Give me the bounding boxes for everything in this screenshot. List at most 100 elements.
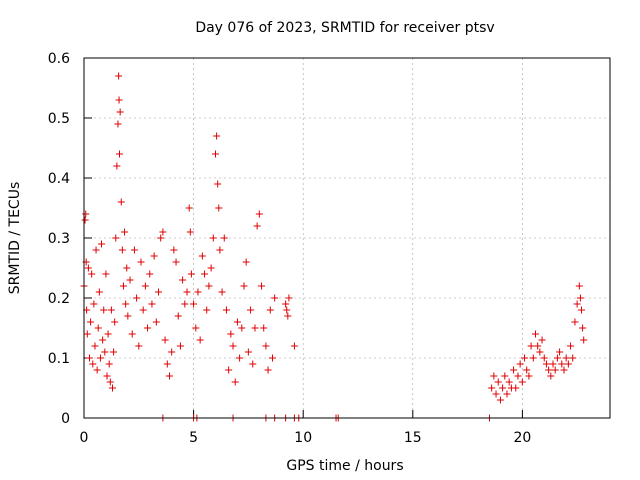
x-axis-label: GPS time / hours [286, 458, 403, 474]
data-point [110, 348, 118, 356]
data-point [512, 384, 520, 392]
data-point [104, 330, 112, 338]
data-point [580, 336, 588, 344]
data-point [94, 324, 102, 332]
data-point [83, 330, 91, 338]
data-point [501, 372, 509, 380]
data-point [229, 342, 237, 350]
data-point [81, 216, 89, 224]
data-point [549, 360, 557, 368]
data-point [564, 360, 572, 368]
data-point [558, 360, 566, 368]
data-point [244, 348, 252, 356]
data-point [490, 372, 498, 380]
data-point [115, 72, 123, 80]
data-point [96, 354, 104, 362]
y-tick-label-0.4: 0.4 [48, 171, 70, 187]
data-point [205, 282, 213, 290]
data-point [496, 396, 504, 404]
data-point [551, 366, 559, 374]
plot-frame [83, 57, 611, 419]
data-point [112, 234, 120, 242]
data-point [266, 306, 274, 314]
data-point [190, 300, 198, 308]
data-point [198, 252, 206, 260]
data-point [260, 324, 268, 332]
data-point [161, 336, 169, 344]
data-point [209, 234, 217, 242]
data-point [233, 318, 241, 326]
data-point [488, 384, 496, 392]
y-tick-label-0.5: 0.5 [48, 111, 70, 127]
data-point [290, 342, 298, 350]
data-point [575, 282, 583, 290]
data-point [122, 300, 130, 308]
data-point [133, 294, 141, 302]
data-point [538, 336, 546, 344]
data-point [170, 246, 178, 254]
data-point [262, 342, 270, 350]
data-point [186, 228, 194, 236]
data-point [148, 300, 156, 308]
data-point [87, 318, 95, 326]
data-point [146, 270, 154, 278]
data-point [518, 378, 526, 386]
data-point [128, 330, 136, 338]
data-point [527, 342, 535, 350]
data-point [89, 360, 97, 368]
data-point [556, 348, 564, 356]
data-point [124, 312, 132, 320]
data-point [194, 288, 202, 296]
data-point [521, 354, 529, 362]
data-point [98, 240, 106, 248]
data-point [116, 108, 124, 116]
x-tick-label-5: 5 [189, 430, 198, 446]
data-point [516, 360, 524, 368]
data-point [100, 306, 108, 314]
data-point [264, 366, 272, 374]
data-point [283, 306, 291, 314]
data-point [172, 258, 180, 266]
data-point [545, 366, 553, 374]
data-point [540, 354, 548, 362]
data-point [213, 132, 221, 140]
data-point [185, 204, 193, 212]
data-point [255, 210, 263, 218]
data-point [165, 372, 173, 380]
data-point [553, 354, 561, 362]
data-point [271, 294, 279, 302]
data-point [183, 288, 191, 296]
data-points [80, 72, 588, 422]
x-tick-label-10: 10 [294, 430, 312, 446]
data-point [203, 306, 211, 314]
data-point [212, 150, 219, 158]
data-point [216, 246, 224, 254]
chart-title: Day 076 of 2023, SRMTID for receiver pts… [195, 20, 494, 36]
data-point [118, 246, 126, 254]
data-point [534, 342, 542, 350]
data-point [91, 342, 99, 350]
y-tick-label-0.6: 0.6 [48, 51, 70, 67]
data-point [285, 294, 293, 302]
data-point [168, 348, 176, 356]
data-point [88, 270, 96, 278]
data-point [215, 204, 223, 212]
data-point [214, 180, 222, 188]
data-point [196, 336, 204, 344]
data-point [116, 150, 124, 158]
data-point [159, 228, 167, 236]
data-point [163, 360, 171, 368]
data-point [503, 390, 511, 398]
data-point [284, 312, 292, 320]
data-point [105, 360, 113, 368]
data-point [114, 120, 122, 128]
data-point [139, 306, 147, 314]
data-point [176, 342, 184, 350]
data-point [82, 210, 90, 218]
data-point [505, 378, 513, 386]
data-point [150, 252, 158, 260]
data-point [529, 354, 537, 362]
data-point [126, 276, 134, 284]
data-point [253, 222, 261, 230]
